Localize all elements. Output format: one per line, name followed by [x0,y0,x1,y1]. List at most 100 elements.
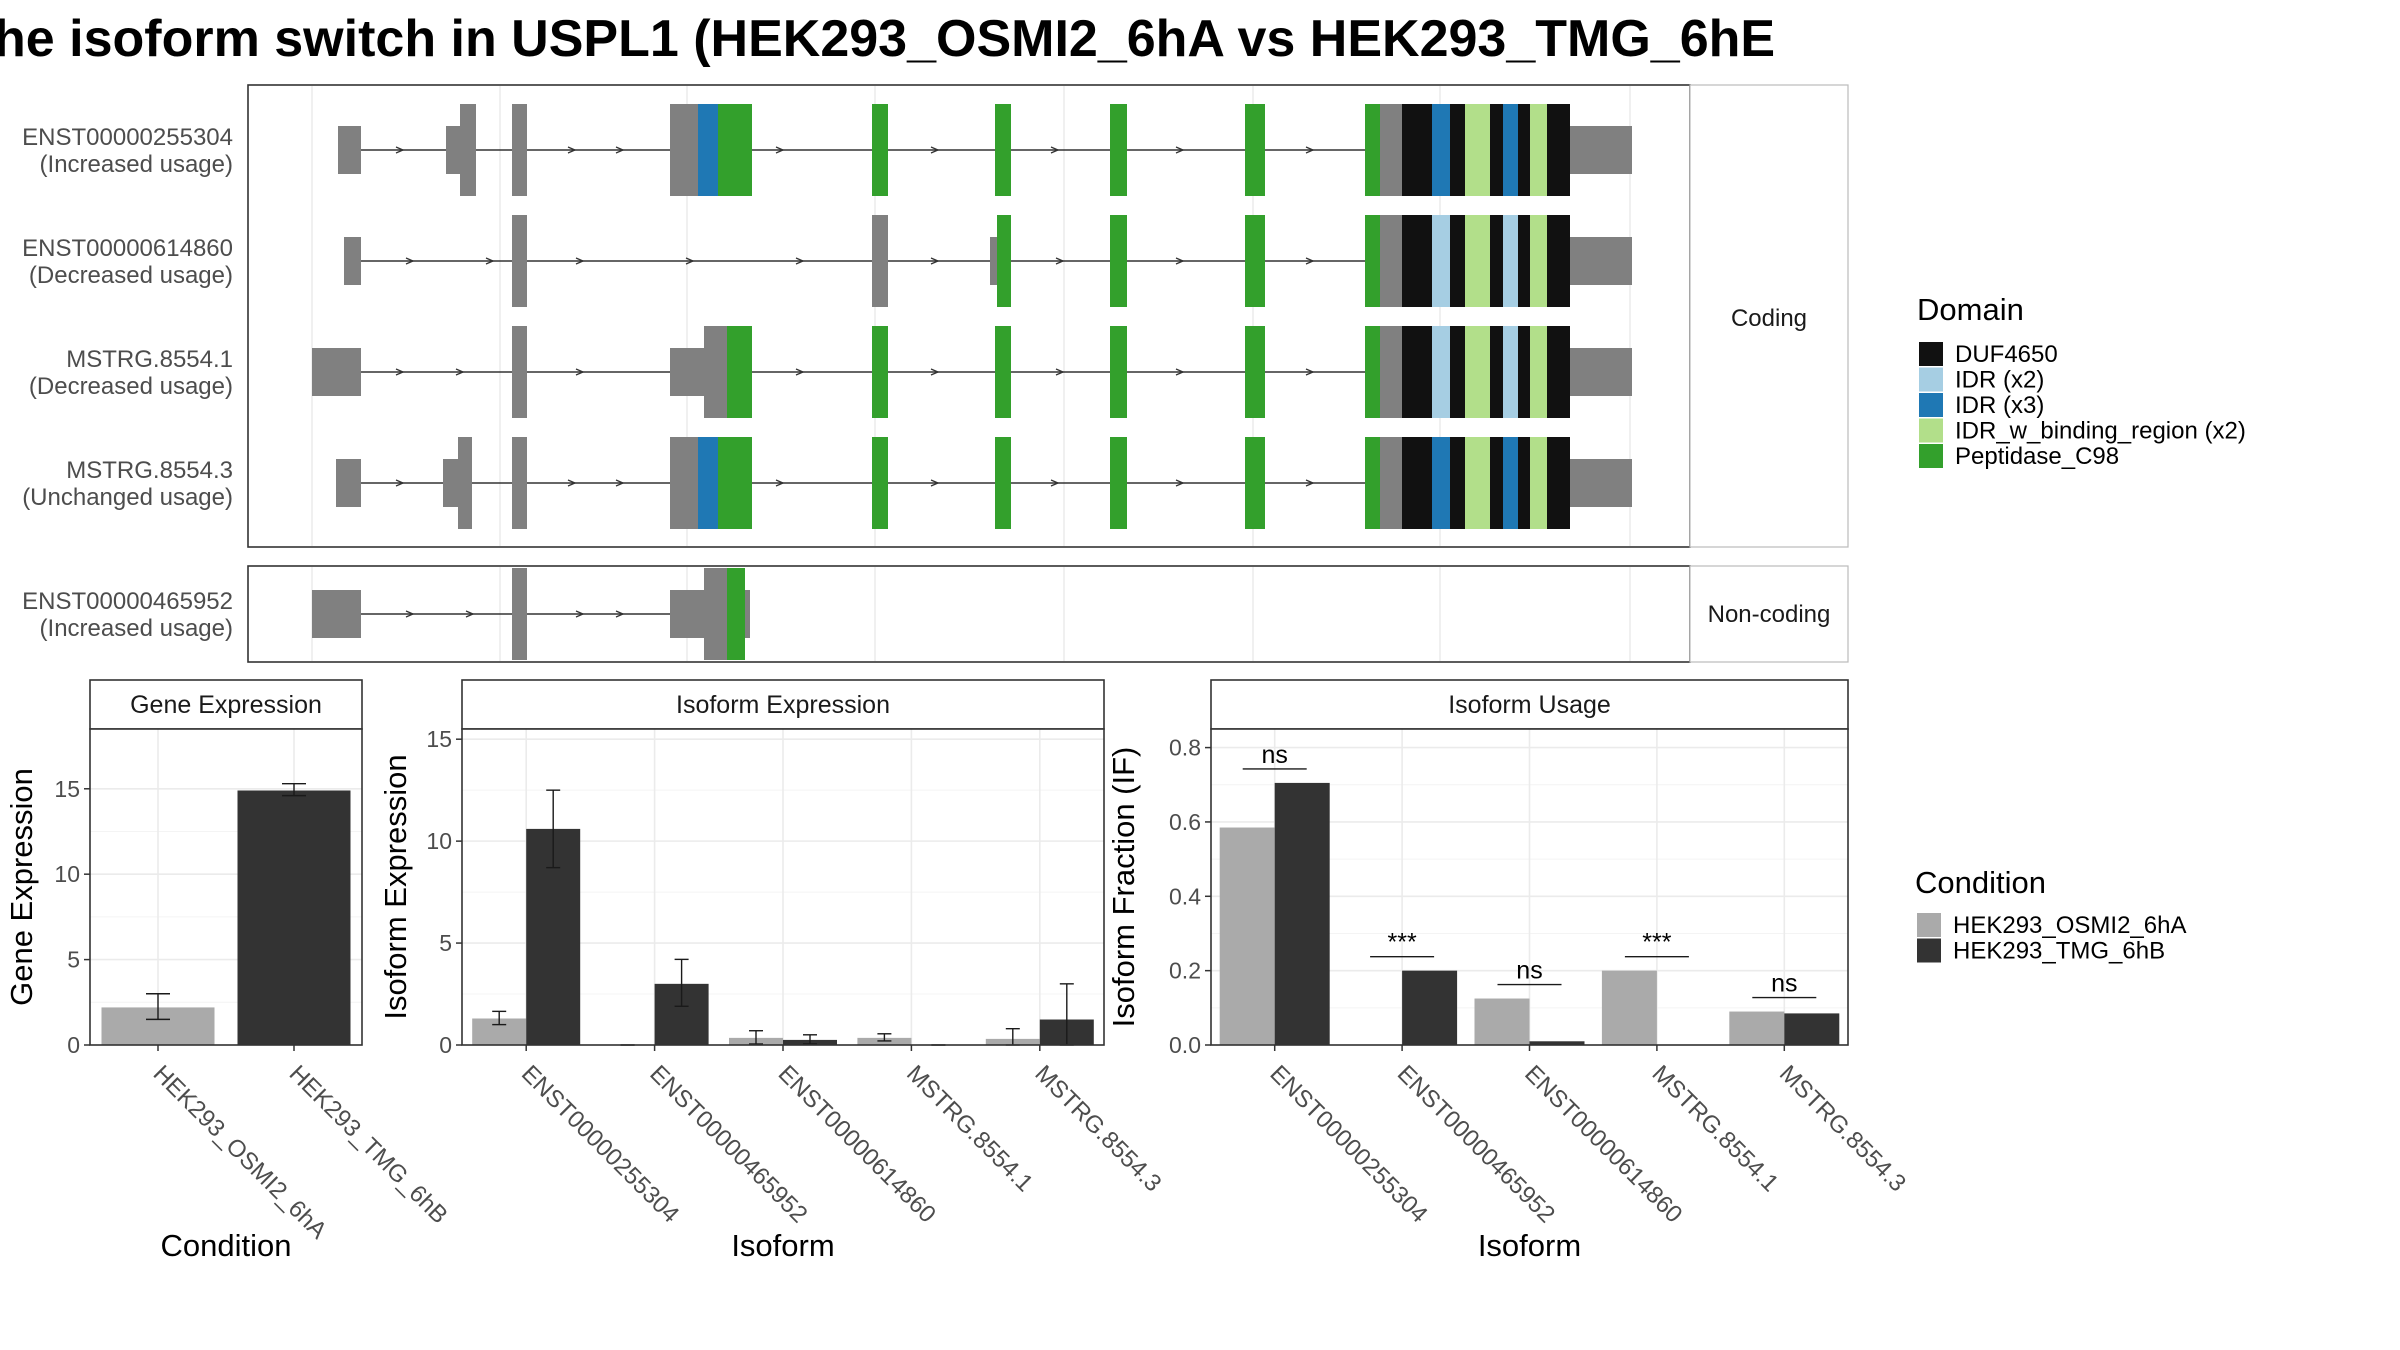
exon-block [1365,215,1380,307]
intron-arrow [1175,146,1185,154]
exon-block [1365,104,1380,196]
exon-block [1570,237,1632,285]
exon-block [312,348,361,396]
intron-arrow [567,479,577,487]
intron-arrow [930,368,940,376]
exon-block [1245,104,1265,196]
bar [1474,998,1530,1045]
exon-block [1450,104,1465,196]
exon-block [718,104,731,196]
intron-arrow [685,257,695,265]
transcript-id-label: ENST00000255304 [22,124,233,151]
exon-block [704,568,727,660]
exon-block [1503,326,1518,418]
transcript-tracks [312,104,1632,660]
domain-legend-swatch [1919,444,1943,468]
y-tick-label: 0.6 [1169,809,1201,835]
facet-strip [461,679,1105,730]
exon-block [512,215,527,307]
transcript-usage-label: (Decreased usage) [29,262,233,289]
exon-block [1503,104,1518,196]
transcript-track [336,437,1632,529]
exon-block [731,104,752,196]
exon-block [1518,215,1530,307]
exon-block [1110,326,1127,418]
bar [1784,1013,1840,1045]
significance-label: ns [1261,741,1287,769]
isoform-usage-chart: Isoform Usage ns *** ns *** ns 0.0 0.2 0.4 0.6 0.8… [1106,679,1911,1263]
exon-block [512,437,527,529]
intron-arrow [1305,368,1315,376]
significance-label: *** [1388,929,1417,957]
condition-legend-label: HEK293_OSMI2_6hA [1953,912,2186,939]
exon-block [1570,459,1632,507]
intron-arrow [1305,257,1315,265]
intron-arrow [795,368,805,376]
figure-title: he isoform switch in USPL1 (HEK293_OSMI2… [0,10,1775,68]
exon-block [1110,104,1127,196]
intron-arrow [615,479,625,487]
coding-strip [1689,84,1849,548]
transcript-usage-label: (Increased usage) [40,615,233,642]
isoform-expression-chart: Isoform Expression051015ENST00000255304E… [378,679,1167,1263]
y-tick-label: 0.2 [1169,958,1201,984]
bar [1729,1011,1785,1045]
exon-block [1110,437,1127,529]
intron-arrow [615,610,625,618]
exon-block [872,326,888,418]
intron-arrow [930,146,940,154]
y-tick-label: 0.4 [1169,883,1201,909]
exon-block [1380,437,1402,529]
exon-block [1490,326,1503,418]
transcript-id-label: MSTRG.8554.1 [66,346,233,373]
exon-block [512,104,527,196]
plot-border [89,728,363,1046]
y-tick-label: 0 [67,1032,80,1058]
bar [1529,1041,1585,1045]
condition-legend-swatch [1917,938,1941,963]
intron-arrow [615,146,625,154]
exon-block [698,104,718,196]
condition-legend-swatch [1917,913,1941,937]
exon-block [1402,326,1432,418]
bar [1601,970,1657,1045]
exon-block [872,437,888,529]
exon-block [1402,437,1432,529]
intron-arrow [775,146,785,154]
intron-arrow [405,257,415,265]
exon-block [1380,326,1402,418]
exon-block [1432,326,1450,418]
y-tick-label: 5 [439,930,452,956]
domain-legend-swatch [1919,418,1943,443]
x-tick-label: MSTRG.8554.1 [901,1060,1038,1197]
exon-block [727,326,752,418]
exon-block [1402,104,1432,196]
exon-block [1365,437,1380,529]
transcript-track [312,326,1632,418]
exon-block [731,437,752,529]
condition-legend-title: Condition [1915,865,2046,900]
intron-arrow [930,479,940,487]
intron-arrow [775,479,785,487]
transcript-id-label: MSTRG.8554.3 [66,457,233,484]
intron-arrow [567,146,577,154]
intron-arrow [1305,479,1315,487]
y-axis-title: Gene Expression [4,768,39,1006]
intron-arrow [395,368,405,376]
y-tick-label: 0.0 [1169,1032,1201,1058]
bar [1219,827,1275,1045]
transcript-track [312,568,750,660]
exon-block [1365,326,1380,418]
exon-block [698,437,718,529]
exon-block [718,437,731,529]
exon-block [670,348,704,396]
exon-block [1518,104,1530,196]
exon-block [872,215,888,307]
bar [237,790,351,1045]
exon-block [1245,437,1265,529]
transcript-usage-label: (Decreased usage) [29,373,233,400]
exon-block [458,437,472,529]
intron-arrow [1050,479,1060,487]
exon-block [446,126,460,174]
